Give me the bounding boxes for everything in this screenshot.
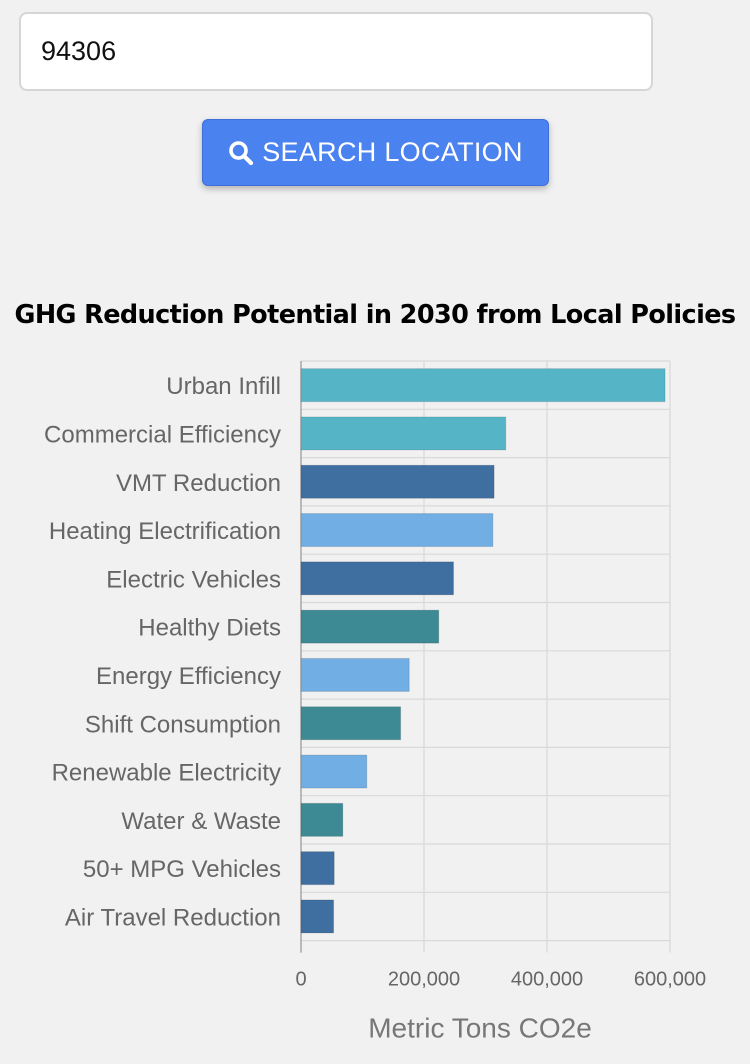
bar — [300, 706, 402, 741]
x-axis-title: Metric Tons CO2e — [368, 1013, 592, 1044]
bar — [300, 416, 507, 451]
category-label: Renewable Electricity — [52, 760, 281, 787]
category-label: Air Travel Reduction — [65, 904, 281, 931]
category-label: Water & Waste — [121, 808, 281, 835]
x-tick-label: 400,000 — [511, 969, 583, 991]
search-button-label: SEARCH LOCATION — [262, 137, 523, 167]
category-label: Energy Efficiency — [96, 663, 281, 690]
bar — [300, 754, 368, 789]
bar — [300, 561, 455, 596]
category-label: Commercial Efficiency — [44, 421, 281, 448]
bar — [300, 513, 494, 548]
category-label: 50+ MPG Vehicles — [83, 856, 281, 883]
bar — [300, 899, 335, 934]
category-label: VMT Reduction — [116, 470, 281, 497]
bar — [300, 851, 335, 886]
x-tick-label: 0 — [295, 969, 306, 991]
category-label: Urban Infill — [166, 373, 281, 400]
search-location-button[interactable]: SEARCH LOCATION — [202, 119, 549, 186]
bar — [300, 464, 495, 499]
category-label: Electric Vehicles — [106, 566, 281, 593]
bar — [300, 802, 344, 837]
bar — [300, 368, 666, 403]
search-icon — [228, 140, 254, 166]
chart-title: GHG Reduction Potential in 2030 from Loc… — [14, 300, 736, 330]
category-label: Healthy Diets — [138, 615, 281, 642]
location-search-input[interactable] — [19, 12, 653, 91]
bar — [300, 609, 440, 644]
x-tick-label: 600,000 — [634, 969, 706, 991]
bar-chart: Urban Infill Commercial Efficiency VMT Red… — [44, 360, 706, 1044]
category-label: Shift Consumption — [85, 711, 281, 738]
x-tick-label: 200,000 — [388, 969, 460, 991]
category-label: Heating Electrification — [49, 518, 281, 545]
bar — [300, 657, 410, 692]
